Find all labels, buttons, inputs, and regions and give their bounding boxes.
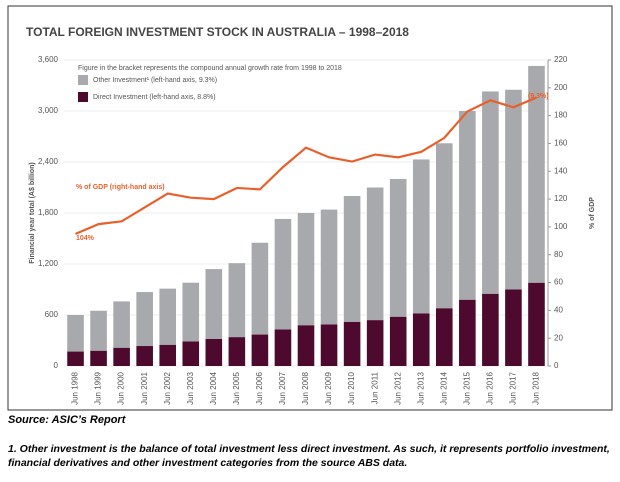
- y2-tick-label: 120: [554, 194, 568, 203]
- bar: [67, 315, 84, 352]
- chart-title: TOTAL FOREIGN INVESTMENT STOCK IN AUSTRA…: [26, 25, 409, 39]
- x-tick-label: Jun 2007: [278, 371, 287, 404]
- y2-tick-label: 60: [554, 278, 563, 287]
- footnote: 1. Other investment is the balance of to…: [8, 443, 610, 469]
- x-tick-label: Jun 2000: [117, 371, 126, 404]
- bar: [435, 308, 453, 366]
- x-tick-label: Jun 2003: [186, 371, 195, 404]
- bar: [528, 282, 545, 366]
- chart: TOTAL FOREIGN INVESTMENT STOCK IN AUSTRA…: [7, 5, 613, 411]
- legend-swatch: [78, 75, 88, 85]
- legend-swatch: [78, 92, 88, 102]
- bar: [182, 341, 200, 366]
- line-label: % of GDP (right-hand axis): [76, 184, 165, 191]
- x-tick-label: Jun 2004: [209, 371, 218, 404]
- bar: [113, 347, 130, 366]
- x-tick-label: Jun 1998: [71, 371, 80, 404]
- y-tick-label: 0: [54, 361, 59, 370]
- bar: [343, 196, 361, 322]
- bar: [274, 218, 292, 330]
- annotation: 104%: [76, 235, 95, 242]
- bar: [320, 324, 338, 366]
- bar: [389, 316, 407, 366]
- y-tick-label: 3,000: [38, 106, 59, 115]
- bar: [205, 269, 223, 339]
- bar: [297, 213, 315, 326]
- y-tick-label: 1,800: [38, 208, 59, 217]
- annotation: (9.3%): [528, 93, 549, 100]
- x-tick-label: Jun 2018: [532, 371, 541, 404]
- x-tick-label: Jun 2005: [232, 371, 241, 404]
- line-series: [75, 96, 537, 235]
- y-axis-label: Financial year total (A$ billion): [29, 162, 36, 264]
- x-tick-label: Jun 2009: [324, 371, 333, 404]
- y2-tick-label: 20: [554, 333, 563, 342]
- bar: [528, 65, 545, 283]
- bar: [90, 350, 107, 366]
- x-tick-label: Jun 2017: [509, 371, 518, 404]
- y2-tick-label: 220: [554, 55, 568, 64]
- bar: [251, 334, 269, 366]
- x-tick-label: Jun 1999: [94, 371, 103, 404]
- y2-tick-label: 0: [554, 361, 559, 370]
- y-tick-label: 2,400: [38, 157, 59, 166]
- bar: [182, 282, 200, 342]
- bar: [343, 321, 361, 366]
- bar: [297, 325, 315, 366]
- x-tick-label: Jun 2001: [140, 371, 149, 404]
- bar: [67, 351, 84, 366]
- y2-tick-label: 180: [554, 111, 568, 120]
- bar: [228, 263, 246, 338]
- source: Source: ASIC’s Report: [8, 414, 126, 426]
- legend-label: Other Investment¹ (left-hand axis, 9.3%): [93, 77, 217, 84]
- x-tick-label: Jun 2006: [255, 371, 264, 404]
- bar: [505, 289, 522, 366]
- x-tick-label: Jun 2015: [462, 371, 471, 404]
- bar: [113, 301, 130, 348]
- bar: [205, 338, 223, 366]
- bar: [274, 329, 292, 366]
- bar: [366, 187, 384, 321]
- bar: [90, 310, 107, 351]
- bar: [366, 320, 384, 366]
- bar: [435, 143, 453, 309]
- x-tick-label: Jun 2012: [393, 371, 402, 404]
- y-tick-label: 1,200: [38, 259, 59, 268]
- bar: [459, 299, 476, 366]
- y-tick-label: 600: [45, 310, 59, 319]
- y2-tick-label: 140: [554, 166, 568, 175]
- y2-tick-label: 200: [554, 83, 568, 92]
- y2-tick-label: 100: [554, 222, 568, 231]
- bar: [159, 344, 177, 366]
- bar: [136, 292, 153, 347]
- y2-tick-label: 80: [554, 250, 563, 259]
- bar: [459, 111, 476, 300]
- x-tick-label: Jun 2014: [439, 371, 448, 404]
- note: Figure in the bracket represents the com…: [78, 65, 342, 72]
- legend-label: Direct Investment (left-hand axis, 8.8%): [93, 94, 216, 101]
- y2-tick-label: 160: [554, 139, 568, 148]
- bar: [228, 337, 246, 366]
- y-tick-label: 3,600: [38, 55, 59, 64]
- bar: [482, 293, 499, 366]
- bar: [412, 313, 430, 366]
- bar: [320, 209, 338, 325]
- bar: [505, 89, 522, 290]
- bar: [389, 179, 407, 317]
- y2-axis-label: % of GDP: [589, 197, 596, 229]
- x-tick-label: Jun 2011: [370, 371, 379, 404]
- x-tick-label: Jun 2002: [163, 371, 172, 404]
- bar: [159, 288, 177, 345]
- bar: [482, 91, 499, 294]
- bar: [251, 242, 269, 335]
- x-tick-label: Jun 2008: [301, 371, 310, 404]
- x-tick-label: Jun 2016: [485, 371, 494, 404]
- chart-border: [7, 5, 613, 411]
- x-tick-label: Jun 2013: [416, 371, 425, 404]
- bar: [136, 346, 153, 366]
- x-tick-label: Jun 2010: [347, 371, 356, 404]
- y2-tick-label: 40: [554, 305, 563, 314]
- bar: [412, 159, 430, 314]
